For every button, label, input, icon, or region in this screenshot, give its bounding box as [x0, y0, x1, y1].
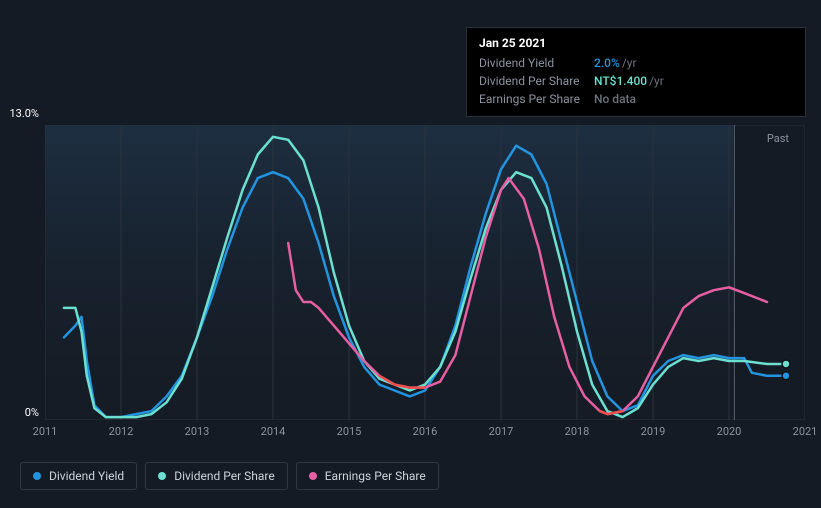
x-tick-label: 2017 [489, 425, 514, 438]
tooltip-row-yield: Dividend Yield 2.0% /yr [479, 54, 793, 72]
x-tick-label: 2015 [337, 425, 362, 438]
tooltip-label: Dividend Per Share [479, 74, 594, 88]
legend-label: Dividend Yield [49, 469, 124, 483]
legend-item-eps[interactable]: Earnings Per Share [296, 462, 439, 490]
x-tick-label: 2021 [793, 425, 818, 438]
legend-label: Earnings Per Share [325, 469, 426, 483]
tooltip-value: No data [594, 92, 636, 106]
tooltip-box: Jan 25 2021 Dividend Yield 2.0% /yr Divi… [466, 27, 806, 117]
chart-area[interactable] [45, 125, 805, 420]
tooltip-date: Jan 25 2021 [479, 36, 793, 54]
legend-label: Dividend Per Share [174, 469, 275, 483]
tooltip-label: Dividend Yield [479, 56, 594, 70]
chart-svg [45, 125, 805, 420]
x-tick-label: 2014 [261, 425, 286, 438]
x-tick-label: 2020 [717, 425, 742, 438]
y-tick-min: 0% [25, 406, 39, 419]
tooltip-unit: /yr [649, 74, 664, 88]
tooltip-label: Earnings Per Share [479, 92, 594, 106]
legend-dot [33, 472, 41, 480]
y-tick-max: 13.0% [9, 107, 39, 120]
x-tick-label: 2018 [565, 425, 590, 438]
tooltip-row-eps: Earnings Per Share No data [479, 90, 793, 108]
x-tick-label: 2012 [109, 425, 134, 438]
legend-dot [158, 472, 166, 480]
x-tick-label: 2011 [33, 425, 58, 438]
legend-item-yield[interactable]: Dividend Yield [20, 462, 137, 490]
x-tick-label: 2016 [413, 425, 438, 438]
legend-item-dps[interactable]: Dividend Per Share [145, 462, 288, 490]
tooltip-value: NT$1.400 [594, 74, 647, 88]
legend-dot [309, 472, 317, 480]
tooltip-value: 2.0% [594, 56, 620, 70]
tooltip-row-dps: Dividend Per Share NT$1.400 /yr [479, 72, 793, 90]
x-tick-label: 2019 [641, 425, 666, 438]
x-tick-label: 2013 [185, 425, 210, 438]
tooltip-unit: /yr [622, 56, 637, 70]
legend: Dividend Yield Dividend Per Share Earnin… [20, 462, 439, 490]
